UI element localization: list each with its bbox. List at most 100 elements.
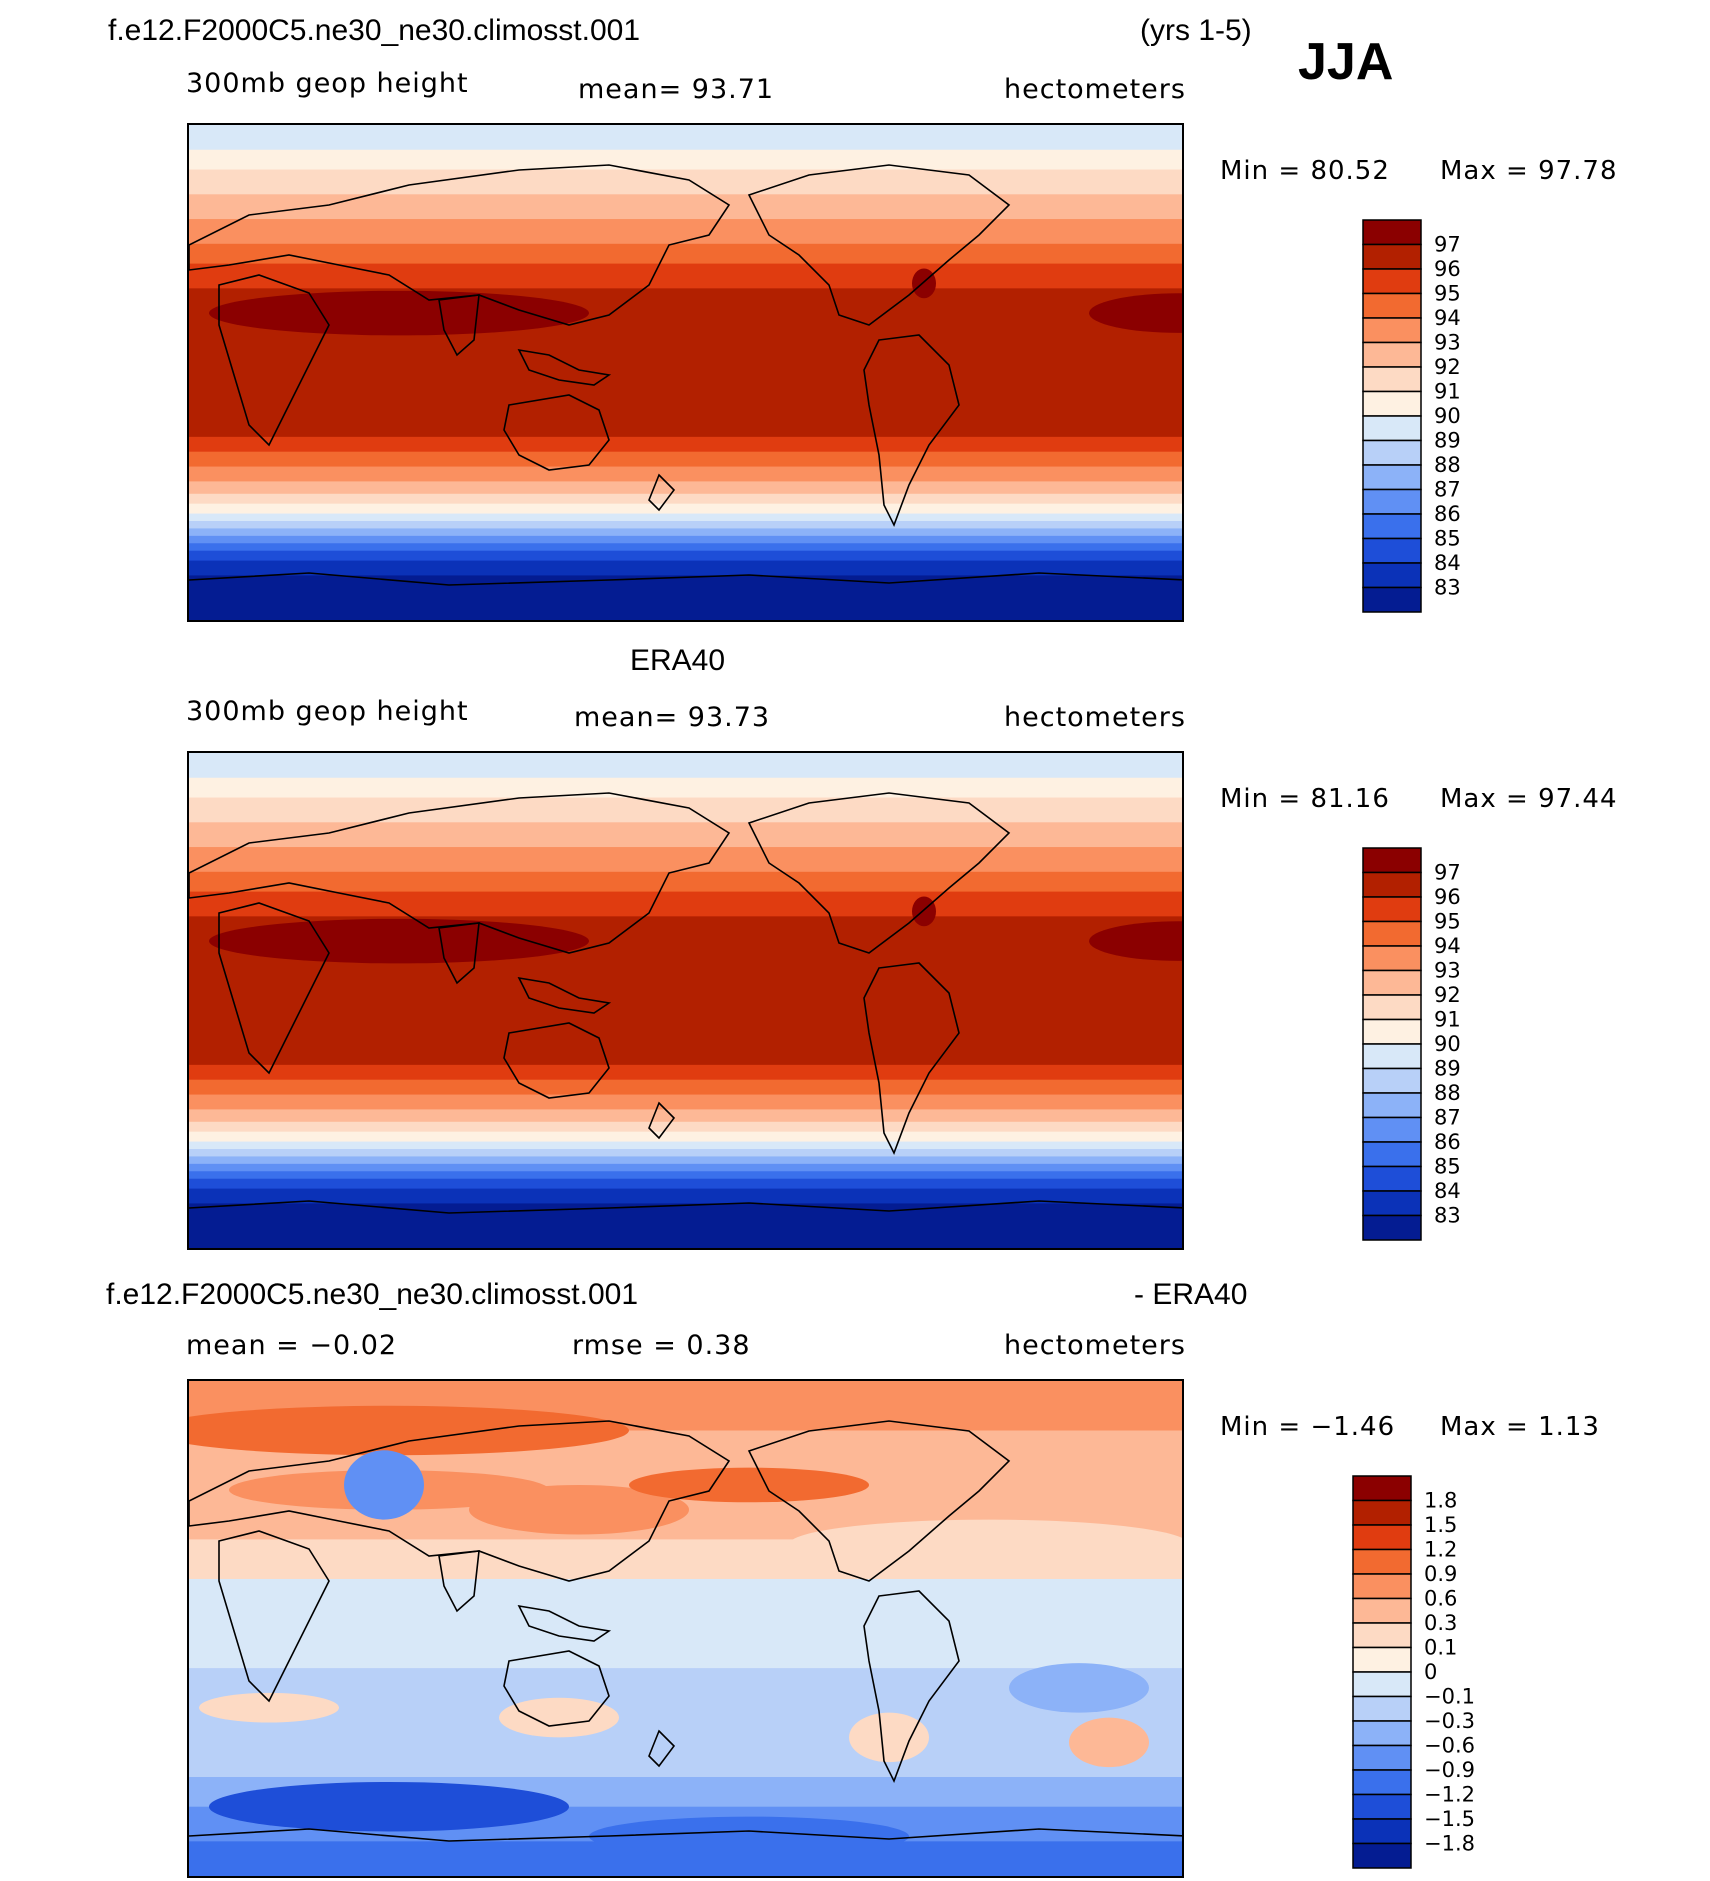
contour-band [189,797,1182,824]
colorbar-box [1362,292,1422,319]
contour-band [189,1094,1182,1111]
colorbar-box [1352,1720,1412,1747]
contour-region [1089,293,1182,333]
coastline [218,902,330,1075]
coastline [503,1650,610,1727]
contour-band [189,481,1182,495]
panel2-contour-map [187,751,1184,1250]
coastline [747,792,1011,954]
coastline [648,1101,676,1140]
panel1-mean-label: mean= 93.71 [578,74,775,105]
contour-region [209,1781,569,1832]
coastline [189,572,1182,586]
contour-band [189,528,1182,537]
colorbar-box [1362,341,1422,368]
coastline [863,334,960,527]
colorbar-box [1362,1165,1422,1192]
colorbar-box [1362,219,1422,246]
colorbar-box [1362,994,1422,1021]
colorbar-tick-label: 83 [1434,576,1461,600]
contour-band [189,513,1182,522]
colorbar-box [1362,464,1422,491]
coastline [517,348,612,386]
colorbar-box [1362,1214,1422,1241]
panel1-contour-map [187,123,1184,622]
contour-region [912,268,936,299]
colorbar-tick-label: 88 [1434,453,1461,477]
coastline [189,792,731,954]
colorbar-box [1362,415,1422,442]
colorbar-tick-label: 91 [1434,1008,1461,1032]
colorbar-box [1352,1793,1412,1820]
contour-band [189,1149,1182,1158]
coastline [503,394,610,471]
years-label: (yrs 1-5) [1140,14,1252,47]
panel1-max-label: Max = 97.78 [1440,156,1618,186]
contour-band [189,1121,1182,1133]
contour-band [189,503,1182,515]
colorbar-box [1352,1769,1412,1796]
colorbar-tick-label: −0.6 [1424,1734,1475,1758]
colorbar-tick-label: 92 [1434,983,1461,1007]
contour-band [189,891,1182,918]
contour-band [189,822,1182,849]
colorbar-box [1362,1018,1422,1045]
panel1-variable-label: 300mb geop height [186,68,469,99]
contour-band [189,543,1182,552]
colorbar-tick-label: 96 [1434,257,1461,281]
contour-region [1089,921,1182,961]
panel2-title: ERA40 [630,644,726,677]
colorbar-tick-label: 94 [1434,934,1461,958]
coastline [648,473,676,512]
contour-band [189,1079,1182,1096]
colorbar-tick-label: 97 [1434,233,1461,257]
colorbar-box [1362,586,1422,613]
colorbar-box [1362,1067,1422,1094]
colorbar-box [1362,945,1422,972]
contour-band [189,263,1182,290]
map-svg [189,1381,1182,1876]
colorbar-box [1362,562,1422,589]
colorbar-box [1362,488,1422,515]
contour-band [189,1064,1182,1081]
panel2-colorbar: 97 96 95 94 93 92 91 90 89 88 87 86 85 84 83 [1362,847,1490,1243]
panel1-colorbar: 97 96 95 94 93 92 91 90 89 88 87 86 85 84 83 [1362,219,1490,615]
contour-band [189,753,1182,779]
colorbar-box [1352,1548,1412,1575]
panel3-colorbar: 1.8 1.5 1.2 0.9 0.6 0.3 0.1 0 −0.1 −0.3 −0.6 −0.9 −1… [1352,1475,1480,1871]
contour-band [189,1188,1182,1205]
panel3-title-right: - ERA40 [1134,1278,1248,1311]
colorbar-tick-label: 0 [1424,1660,1437,1684]
coastline [218,274,330,447]
contour-band [189,243,1182,265]
coastline [747,164,1011,326]
contour-band [189,1109,1182,1123]
colorbar-tick-label: −1.8 [1424,1832,1475,1856]
colorbar-tick-label: 93 [1434,331,1461,355]
contour-region [1009,1663,1149,1713]
panel2-max-label: Max = 97.44 [1440,784,1618,814]
contour-region [912,896,936,927]
colorbar-tick-label: 0.3 [1424,1611,1457,1635]
colorbar-box [1362,920,1422,947]
coastline [438,922,480,985]
colorbar-box [1362,439,1422,466]
colorbar-tick-label: 1.2 [1424,1538,1457,1562]
coastline [189,1200,1182,1214]
colorbar-tick-label: 86 [1434,1130,1461,1154]
colorbar-tick-label: 94 [1434,306,1461,330]
colorbar-box [1352,1597,1412,1624]
contour-band [189,550,1182,562]
coastline [189,164,731,326]
coastline [517,976,612,1014]
model-run-title: f.e12.F2000C5.ne30_ne30.climosst.001 [108,14,641,47]
contour-band [189,194,1182,221]
coastline [863,962,960,1155]
panel3-max-label: Max = 1.13 [1440,1412,1600,1442]
colorbar-tick-label: 90 [1434,404,1461,428]
colorbar-box [1352,1524,1412,1551]
contour-band [189,1163,1182,1173]
contour-region [629,1467,869,1503]
colorbar-box [1362,1141,1422,1168]
panel1-units-label: hectometers [1004,74,1186,105]
